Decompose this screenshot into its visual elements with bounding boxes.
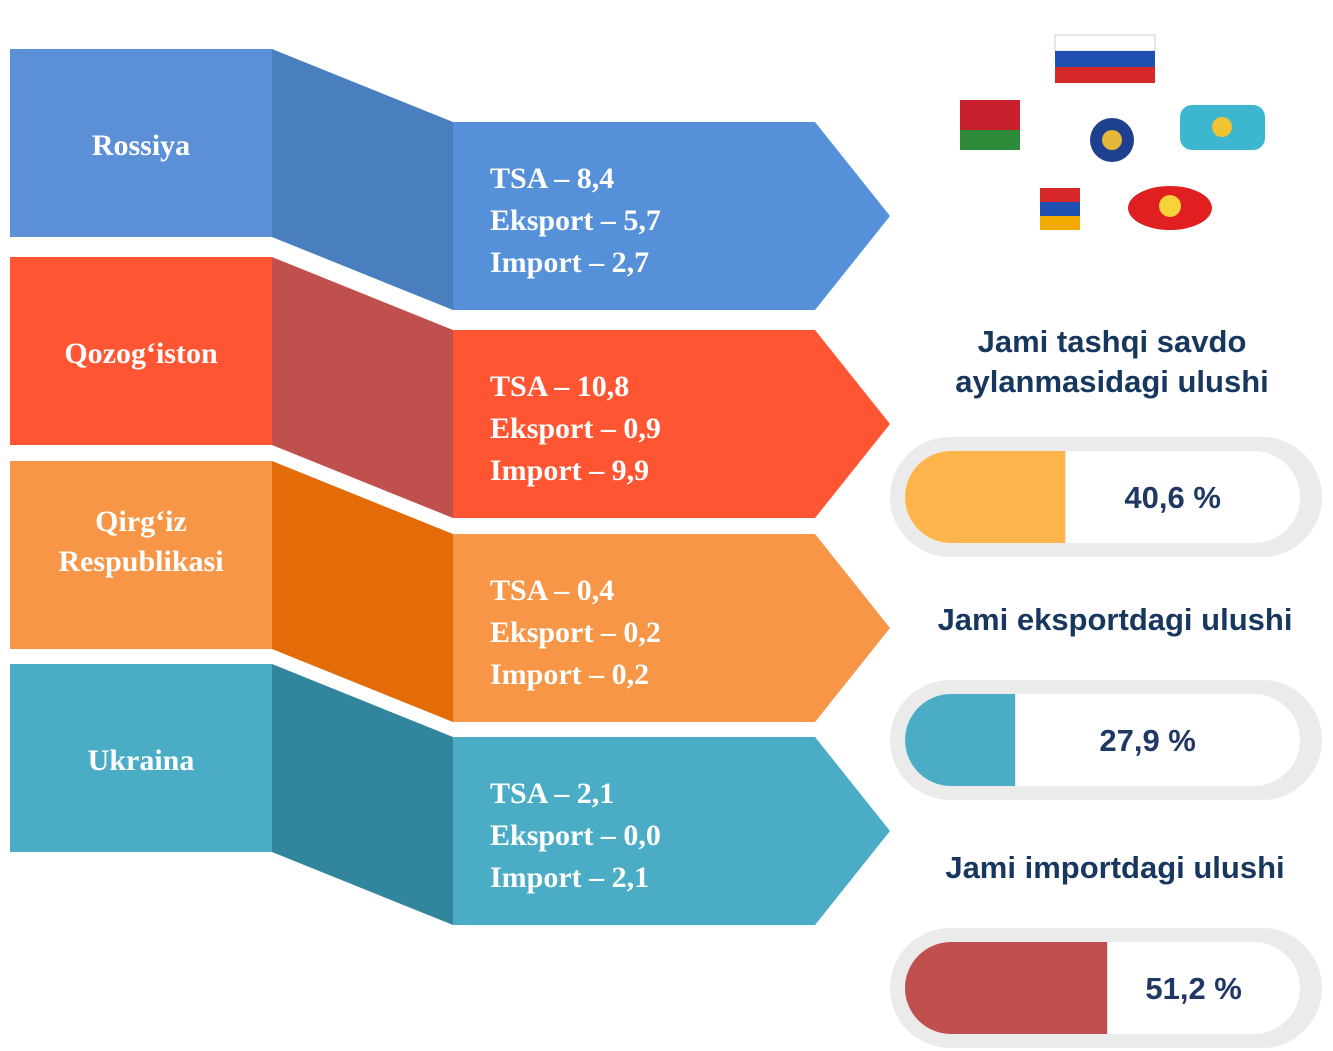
country-box xyxy=(10,461,272,649)
country-box xyxy=(10,664,272,852)
country-box xyxy=(10,49,272,237)
country-name: Ukraina xyxy=(88,744,195,777)
trade-figure: Import – 0,2 xyxy=(490,658,649,691)
share-label: 51,2 % xyxy=(1145,971,1242,1006)
trade-figure: TSA – 8,4 xyxy=(490,162,614,195)
country-box xyxy=(10,257,272,445)
trade-figure: TSA – 10,8 xyxy=(490,370,629,403)
connector xyxy=(272,461,453,722)
arrow-box xyxy=(453,737,890,925)
share-bar xyxy=(905,451,1066,543)
arrow-box xyxy=(453,330,890,518)
connector xyxy=(272,257,453,518)
country-name: Qozog‘iston xyxy=(64,337,218,370)
trade-figure: TSA – 2,1 xyxy=(490,777,614,810)
trade-figure: TSA – 0,4 xyxy=(490,574,614,607)
share-title: Jami tashqi savdo aylanmasidagi ulushi xyxy=(955,324,1269,399)
trade-figure: Eksport – 0,0 xyxy=(490,819,661,852)
trade-figure: Import – 2,7 xyxy=(490,246,649,279)
trade-figure: Eksport – 0,2 xyxy=(490,616,661,649)
share-title: Jami eksportdagi ulushi xyxy=(937,602,1293,637)
share-bar xyxy=(905,694,1016,786)
share-bar xyxy=(905,942,1108,1034)
country-name: Qirg‘iz Respublikasi xyxy=(58,505,223,578)
share-label: 27,9 % xyxy=(1099,723,1196,758)
country-name: Rossiya xyxy=(92,129,190,162)
flags-illustration xyxy=(960,34,1265,230)
connector xyxy=(272,49,453,310)
arrow-box xyxy=(453,534,890,722)
trade-figure: Eksport – 5,7 xyxy=(490,204,661,237)
connector xyxy=(272,664,453,925)
arrow-box xyxy=(453,122,890,310)
trade-figure: Import – 9,9 xyxy=(490,454,649,487)
trade-figure: Eksport – 0,9 xyxy=(490,412,661,445)
trade-figure: Import – 2,1 xyxy=(490,861,649,894)
share-title: Jami importdagi ulushi xyxy=(945,850,1285,885)
share-label: 40,6 % xyxy=(1124,480,1221,515)
